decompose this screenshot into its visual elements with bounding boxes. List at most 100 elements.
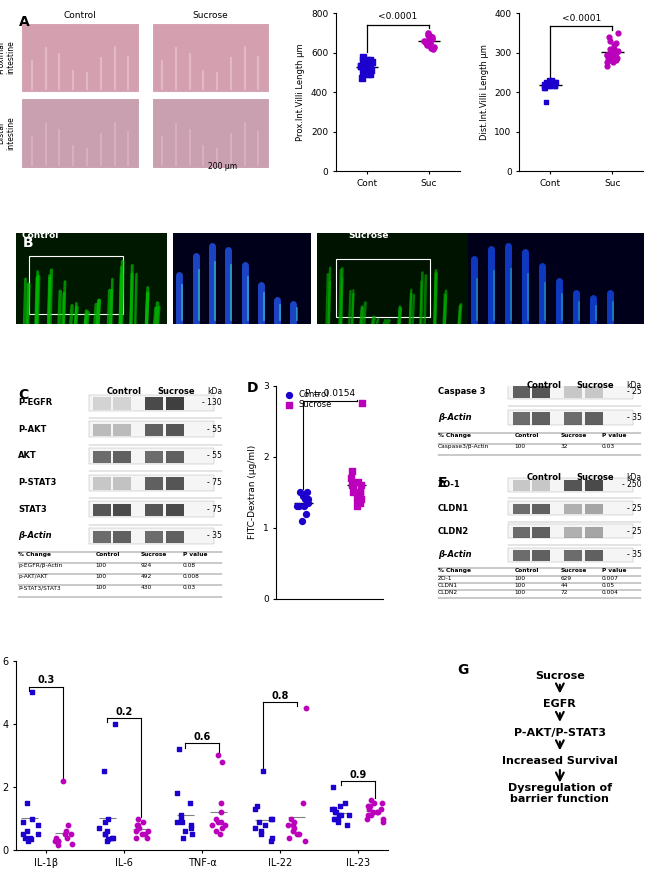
Point — [53, 834, 64, 848]
Point — [602, 48, 612, 62]
Point — [351, 493, 361, 507]
Point — [378, 812, 388, 826]
Bar — [113, 531, 131, 543]
Bar — [166, 398, 183, 410]
Text: kDa: kDa — [207, 387, 222, 396]
Point — [107, 831, 117, 845]
Bar — [16, 233, 167, 324]
Point — [174, 742, 185, 756]
Point — [606, 53, 616, 67]
Point — [369, 796, 379, 810]
Point — [543, 77, 553, 91]
Point — [285, 812, 296, 826]
Point — [216, 814, 226, 828]
Text: P value: P value — [602, 433, 627, 439]
Point — [330, 806, 340, 820]
Point — [545, 79, 555, 93]
Point — [298, 796, 309, 810]
Point — [27, 685, 37, 699]
Point — [133, 812, 143, 826]
Bar — [336, 259, 430, 317]
Point — [51, 831, 61, 845]
Point — [372, 806, 382, 820]
Text: 0.03: 0.03 — [183, 585, 196, 590]
Text: 100: 100 — [96, 585, 107, 590]
Point — [108, 831, 118, 845]
Point — [422, 37, 432, 51]
Point — [62, 831, 72, 845]
Bar — [89, 528, 214, 544]
Bar — [585, 480, 603, 491]
Bar — [166, 424, 183, 437]
Point — [329, 812, 339, 826]
Point — [26, 832, 36, 846]
Bar — [145, 531, 162, 543]
Text: B: B — [23, 235, 33, 249]
Text: Sucrose: Sucrose — [192, 10, 228, 20]
Text: 0.2: 0.2 — [116, 707, 133, 717]
Text: 0.08: 0.08 — [183, 563, 196, 568]
Text: kDa: kDa — [627, 473, 642, 482]
Text: 100: 100 — [515, 444, 526, 449]
Point — [423, 28, 434, 42]
Bar — [532, 504, 550, 514]
Point — [250, 821, 261, 835]
Text: % Change: % Change — [437, 433, 471, 439]
Point — [330, 812, 340, 826]
Point — [258, 764, 268, 778]
Text: Sucrose: Sucrose — [141, 552, 167, 557]
Point — [368, 806, 378, 820]
Point — [352, 500, 363, 514]
Bar — [585, 504, 603, 514]
Point — [288, 818, 298, 832]
Point — [341, 818, 352, 832]
Bar — [21, 99, 138, 167]
Point — [217, 821, 228, 835]
Text: C: C — [18, 388, 29, 402]
Bar — [173, 233, 311, 324]
Text: - 55: - 55 — [207, 452, 222, 460]
Point — [18, 828, 28, 841]
Point — [21, 824, 32, 838]
Text: - 35: - 35 — [627, 550, 642, 559]
Bar — [145, 504, 162, 516]
Point — [329, 802, 339, 816]
Text: - 35: - 35 — [627, 413, 642, 422]
Point — [363, 64, 374, 78]
Point — [365, 808, 376, 822]
Point — [358, 397, 368, 411]
Text: 100: 100 — [515, 590, 526, 596]
Point — [426, 30, 436, 44]
Point — [255, 828, 266, 841]
Text: P = 0.0154: P = 0.0154 — [305, 389, 355, 399]
Bar — [113, 398, 131, 410]
Point — [355, 485, 365, 499]
Point — [131, 818, 142, 832]
Point — [608, 56, 618, 70]
Point — [172, 814, 183, 828]
Point — [180, 824, 190, 838]
Point — [20, 831, 30, 845]
Point — [32, 818, 43, 832]
Point — [355, 493, 365, 507]
Text: 629: 629 — [560, 576, 571, 581]
Point — [27, 812, 38, 826]
Point — [215, 806, 226, 820]
Text: Sucrose: Sucrose — [157, 387, 195, 396]
Point — [603, 51, 613, 65]
Text: 0.007: 0.007 — [602, 576, 619, 581]
Bar — [508, 548, 633, 562]
Text: Proximal
intestine: Proximal intestine — [0, 40, 16, 74]
Point — [425, 34, 436, 48]
Point — [133, 818, 143, 832]
Point — [363, 802, 374, 816]
Text: - 25: - 25 — [627, 527, 642, 536]
Point — [367, 56, 378, 70]
Point — [353, 474, 363, 488]
Bar — [513, 527, 530, 538]
Bar — [508, 410, 633, 426]
Bar — [513, 480, 530, 491]
Bar — [145, 477, 162, 490]
Bar — [532, 550, 550, 561]
Bar — [151, 23, 268, 92]
